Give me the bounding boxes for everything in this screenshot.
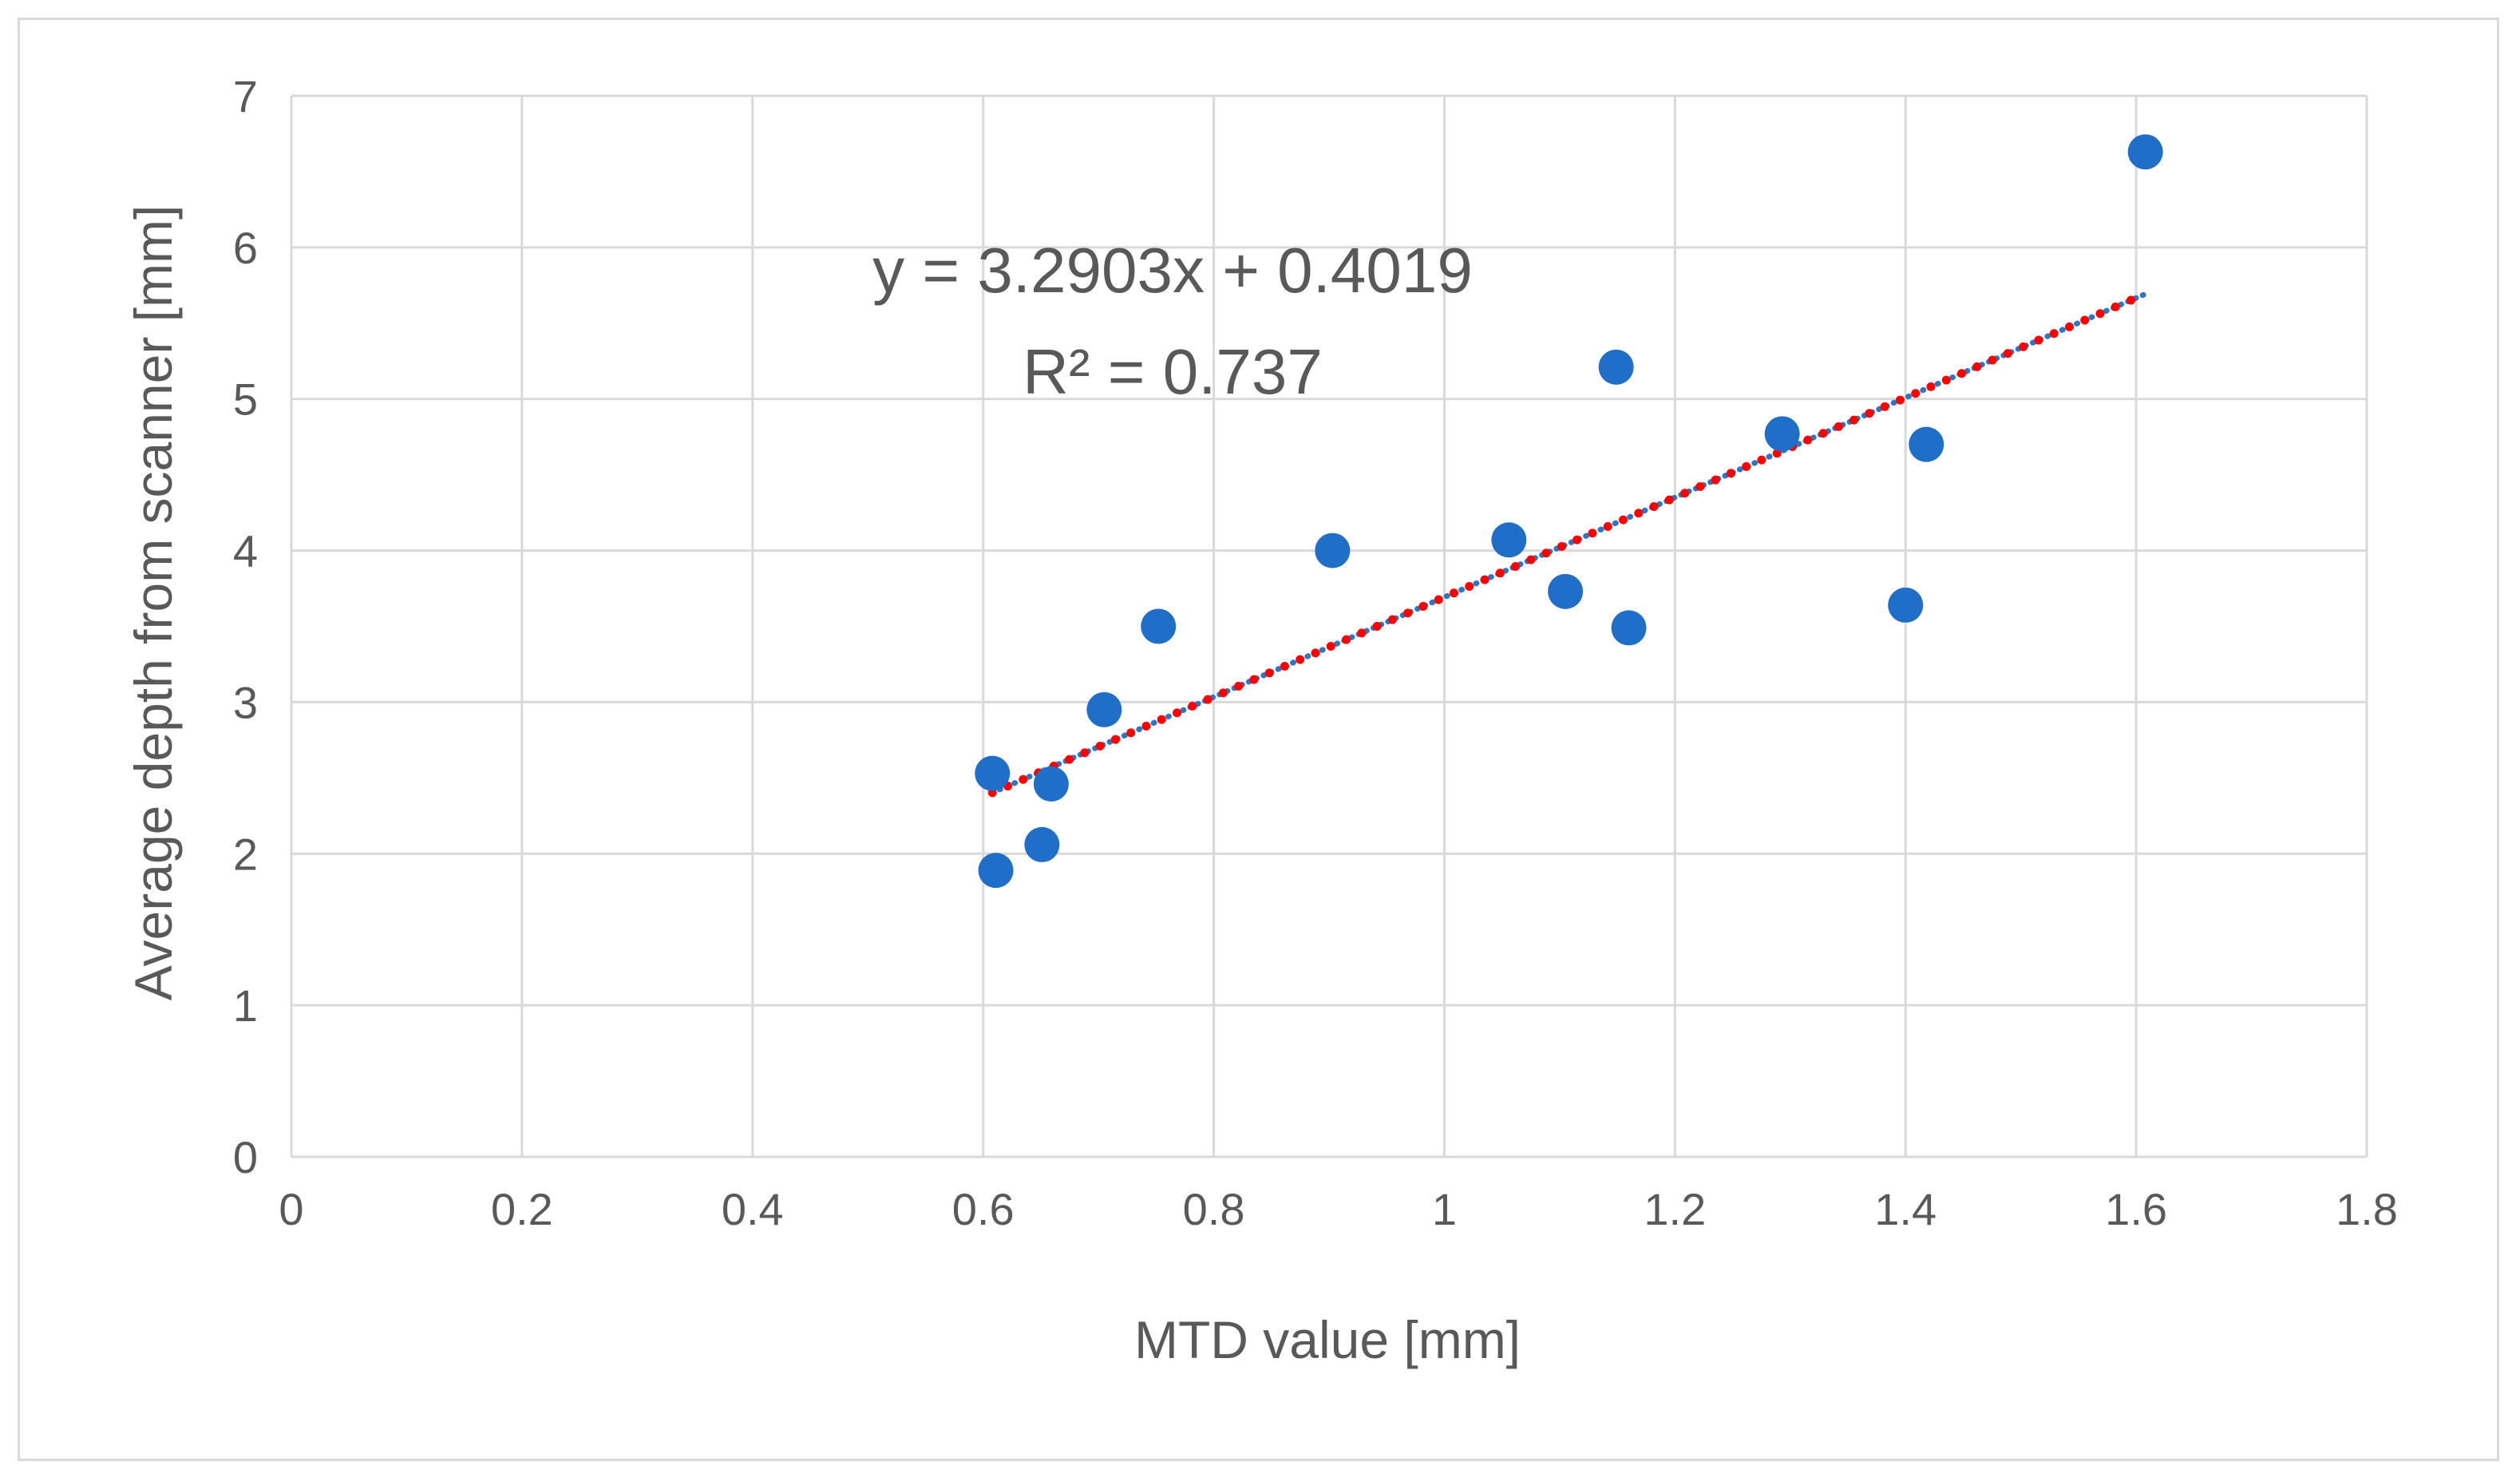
data-point bbox=[1888, 587, 1924, 623]
trendline-equation: y = 3.2903x + 0.4019 bbox=[872, 235, 1473, 306]
data-point bbox=[1598, 349, 1634, 385]
x-tick-label: 1.8 bbox=[2336, 1184, 2398, 1234]
data-point bbox=[1315, 533, 1351, 568]
y-tick-label: 5 bbox=[233, 374, 258, 425]
y-tick-label: 1 bbox=[233, 980, 258, 1031]
data-point bbox=[2127, 134, 2163, 170]
gridlines bbox=[290, 94, 2368, 1158]
x-tick-label: 1.4 bbox=[1874, 1184, 1936, 1234]
data-point bbox=[1086, 691, 1122, 727]
y-axis-title: Average depth from scanner [mm] bbox=[124, 205, 183, 1001]
x-tick-label: 0.2 bbox=[491, 1184, 553, 1234]
x-axis-title: MTD value [mm] bbox=[1134, 1310, 1521, 1369]
scatter-chart: 0 0.2 0.4 0.6 0.8 1 1.2 1.4 1.6 1.8 0 1 2 3 4 5 6 7 y = 3… bbox=[124, 71, 2398, 1369]
data-point bbox=[1764, 416, 1800, 452]
x-tick-label: 0.4 bbox=[722, 1184, 784, 1234]
data-point bbox=[1491, 522, 1527, 558]
x-tick-label: 0.6 bbox=[952, 1184, 1015, 1234]
trendline-r-squared: R² = 0.737 bbox=[1023, 336, 1323, 407]
data-points bbox=[975, 134, 2163, 889]
data-point bbox=[978, 853, 1014, 889]
x-tick-label: 0.8 bbox=[1183, 1184, 1245, 1234]
y-tick-label: 4 bbox=[233, 526, 258, 576]
chart-frame: 0 0.2 0.4 0.6 0.8 1 1.2 1.4 1.6 1.8 0 1 2 3 4 5 6 7 y = 3… bbox=[18, 18, 2499, 1461]
trendline-blue bbox=[989, 291, 2149, 796]
data-point bbox=[1548, 573, 1584, 609]
data-point bbox=[975, 755, 1011, 791]
y-tick-label: 6 bbox=[233, 223, 258, 273]
x-tick-label: 0 bbox=[279, 1184, 303, 1234]
y-tick-label: 7 bbox=[233, 71, 258, 121]
tick-labels: 0 0.2 0.4 0.6 0.8 1 1.2 1.4 1.6 1.8 0 1 2 3 4 5 6 7 bbox=[233, 71, 2398, 1234]
x-tick-label: 1.6 bbox=[2105, 1184, 2167, 1234]
x-tick-label: 1.2 bbox=[1644, 1184, 1706, 1234]
y-tick-label: 2 bbox=[233, 829, 258, 879]
data-point bbox=[1909, 426, 1944, 462]
data-point bbox=[1141, 608, 1177, 644]
x-tick-label: 1 bbox=[1432, 1184, 1457, 1234]
data-point bbox=[1611, 610, 1647, 646]
y-tick-label: 3 bbox=[233, 677, 258, 727]
trendline bbox=[987, 289, 2150, 798]
data-point bbox=[1024, 826, 1060, 862]
y-tick-label: 0 bbox=[233, 1132, 258, 1182]
data-point bbox=[1033, 766, 1069, 802]
